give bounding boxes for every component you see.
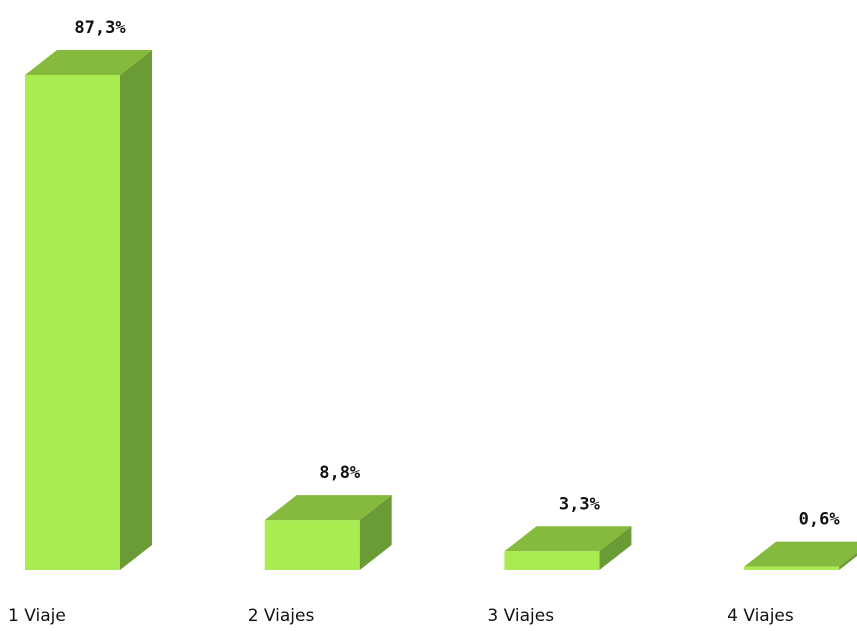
bar-front (264, 520, 360, 570)
bar-side (599, 526, 632, 570)
bar-front (744, 566, 840, 570)
value-label: 3,3% (559, 494, 601, 514)
bar (264, 495, 392, 570)
bar (504, 526, 632, 570)
bar (744, 541, 857, 570)
value-label: 8,8% (319, 463, 361, 483)
bar-side (359, 495, 392, 570)
bar-top (264, 495, 392, 521)
bar-top (25, 50, 152, 75)
value-label: 87,3% (74, 18, 126, 38)
bar (25, 50, 152, 570)
bar-top (744, 541, 857, 567)
x-tick-label: 3 Viajes (487, 606, 554, 626)
value-label: 0,6% (799, 510, 841, 530)
bar-top (504, 526, 632, 552)
bar-front (25, 75, 120, 570)
bar-side (120, 50, 152, 570)
x-tick-label: 2 Viajes (248, 606, 315, 626)
x-tick-label: 4 Viajes (727, 606, 794, 626)
bar-side (839, 552, 857, 570)
x-tick-label: 1 Viaje (8, 606, 66, 626)
bar-front (504, 551, 600, 570)
